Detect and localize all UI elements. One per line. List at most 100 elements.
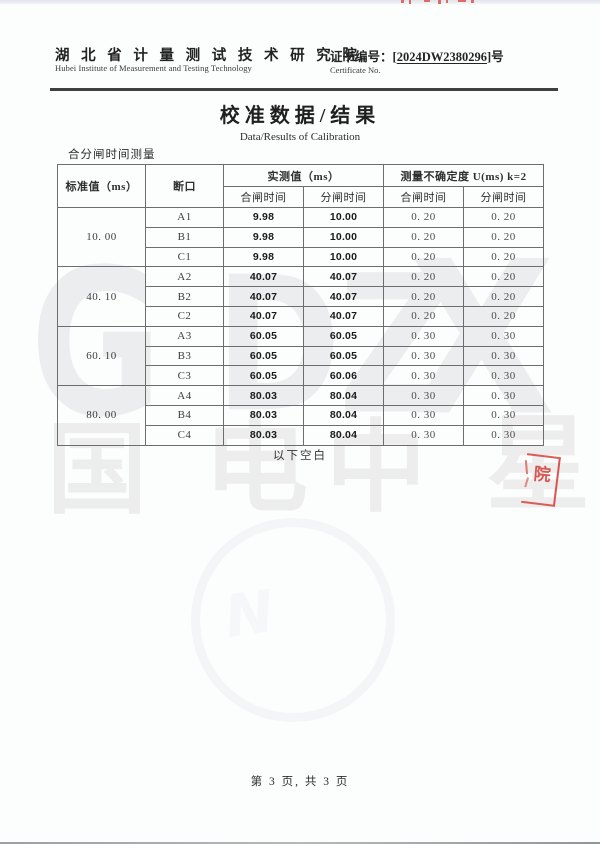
standard-value-cell: 60. 10	[57, 325, 146, 387]
close-time-cell: 9.98	[223, 246, 304, 268]
open-time-cell: 40.07	[302, 286, 385, 307]
close-time-cell: 80.03	[223, 424, 304, 446]
table-row: C3 60.05 60.06 0. 30 0. 30	[58, 365, 545, 387]
table-row: C4 80.03 80.04 0. 30 0. 30	[58, 424, 545, 446]
close-time-cell: 9.98	[223, 207, 304, 228]
u-open-cell: 0. 30	[463, 345, 545, 367]
col-header-close-time-uncertainty: 合闸时间	[383, 186, 465, 208]
close-time-cell: 80.03	[223, 404, 304, 426]
port-cell: B4	[145, 404, 224, 426]
calibration-table: 标准值（ms） 断口 实测值（ms） 测量不确定度 U(ms) k=2 合闸时间…	[57, 164, 545, 446]
u-open-cell: 0. 20	[463, 226, 545, 248]
port-cell: A4	[145, 385, 224, 406]
u-open-cell: 0. 20	[463, 305, 545, 327]
open-time-cell: 10.00	[302, 226, 385, 248]
u-open-cell: 0. 20	[463, 246, 545, 268]
table-row: 80. 00 A4 80.03 80.04 0. 30 0. 30	[57, 385, 545, 446]
certificate-number-bracket-open: [	[392, 50, 397, 64]
close-time-cell: 60.05	[223, 345, 304, 367]
scan-edge-top	[0, 0, 600, 5]
certificate-number-bracket-close: ]号	[486, 50, 504, 64]
u-close-cell: 0. 30	[383, 345, 465, 367]
port-cell: A3	[145, 325, 224, 347]
u-close-cell: 0. 20	[383, 286, 465, 307]
port-cell: C1	[145, 246, 224, 268]
standard-value-cell: 10. 00	[57, 206, 146, 268]
port-cell: C4	[145, 424, 224, 446]
open-time-cell: 60.05	[302, 345, 385, 367]
seal-partial-stroke	[524, 477, 530, 488]
u-close-cell: 0. 30	[383, 365, 465, 387]
u-close-cell: 0. 20	[383, 246, 465, 268]
red-seal-fragment: 院	[521, 453, 561, 507]
open-time-cell: 40.07	[302, 305, 385, 327]
port-cell: A2	[145, 266, 224, 288]
table-row: C2 40.07 40.07 0. 20 0. 20	[58, 305, 545, 327]
institute-name-en: Hubei Institute of Measurement and Testi…	[55, 63, 252, 73]
col-header-open-time-measured: 分闸时间	[302, 186, 385, 208]
port-cell: C3	[145, 365, 224, 387]
close-time-cell: 40.07	[223, 286, 304, 307]
open-time-cell: 40.07	[302, 266, 385, 288]
standard-value-cell: 40. 10	[57, 266, 146, 327]
header-divider-line	[50, 88, 558, 91]
col-group-uncertainty: 测量不确定度 U(ms) k=2	[383, 164, 545, 187]
port-cell: B1	[145, 226, 224, 248]
anti-counterfeit-watermark-glyph: N	[220, 576, 279, 652]
u-open-cell: 0. 20	[463, 266, 545, 288]
open-time-cell: 80.04	[302, 404, 385, 426]
open-time-cell: 60.06	[302, 365, 385, 387]
calibration-table-wrapper: 标准值（ms） 断口 实测值（ms） 测量不确定度 U(ms) k=2 合闸时间…	[57, 164, 545, 446]
open-time-cell: 80.04	[302, 385, 385, 406]
seal-partial-stroke	[524, 460, 529, 475]
open-time-cell: 10.00	[302, 246, 385, 268]
close-time-cell: 40.07	[223, 266, 304, 288]
close-time-cell: 9.98	[223, 226, 304, 248]
certificate-number-label: 证书编号：	[330, 50, 393, 64]
scan-edge-bottom	[0, 844, 600, 851]
col-header-standard-value: 标准值（ms）	[57, 164, 146, 208]
blank-below-note: 以下空白	[273, 450, 327, 462]
page-number-footer: 第 3 页, 共 3 页	[250, 776, 350, 788]
certificate-number-value: 2024DW2380296	[396, 50, 487, 64]
table-row: 40. 10 A2 40.07 40.07 0. 20 0. 20	[57, 266, 545, 327]
page-title-cn: 校准数据/结果	[219, 105, 381, 127]
table-row: B3 60.05 60.05 0. 30 0. 30	[58, 345, 545, 367]
table-row: B1 9.98 10.00 0. 20 0. 20	[58, 226, 545, 248]
col-header-close-time-measured: 合闸时间	[223, 186, 304, 208]
certificate-number-label-en: Certificate No.	[330, 65, 381, 75]
scan-edge-bottom-line	[0, 842, 600, 844]
section-label: 合分闸时间测量	[68, 149, 156, 161]
seal-character: 院	[532, 464, 552, 485]
u-close-cell: 0. 20	[383, 305, 465, 327]
anti-counterfeit-circle-watermark	[191, 518, 395, 722]
col-group-measured-value: 实测值（ms）	[222, 164, 385, 187]
u-open-cell: 0. 30	[463, 404, 545, 426]
u-open-cell: 0. 30	[463, 424, 545, 446]
col-header-open-time-uncertainty: 分闸时间	[463, 186, 545, 208]
open-time-cell: 60.05	[302, 325, 385, 347]
page-title-en: Data/Results of Calibration	[239, 131, 361, 143]
u-open-cell: 0. 20	[463, 207, 545, 228]
port-cell: B2	[145, 286, 224, 307]
u-close-cell: 0. 30	[383, 404, 465, 426]
u-close-cell: 0. 30	[383, 385, 465, 406]
u-open-cell: 0. 30	[463, 365, 545, 387]
certificate-number-line: 证书编号：[2024DW2380296]号	[330, 46, 504, 65]
u-open-cell: 0. 30	[463, 385, 545, 406]
table-row: 10. 00 A1 9.98 10.00 0. 20 0. 20	[57, 206, 545, 268]
close-time-cell: 80.03	[223, 385, 304, 406]
standard-value-cell: 80. 00	[57, 385, 146, 446]
table-row: B4 80.03 80.04 0. 30 0. 30	[58, 404, 545, 426]
institute-name-cn: 湖 北 省 计 量 测 试 技 术 研 究 院	[55, 48, 361, 64]
u-open-cell: 0. 20	[463, 286, 545, 307]
close-time-cell: 40.07	[223, 305, 304, 327]
close-time-cell: 60.05	[223, 365, 304, 387]
u-close-cell: 0. 20	[383, 207, 465, 228]
port-cell: B3	[145, 345, 224, 367]
port-cell: C2	[145, 305, 224, 327]
port-cell: A1	[145, 207, 224, 228]
open-time-cell: 10.00	[302, 207, 385, 228]
open-time-cell: 80.04	[302, 424, 385, 446]
